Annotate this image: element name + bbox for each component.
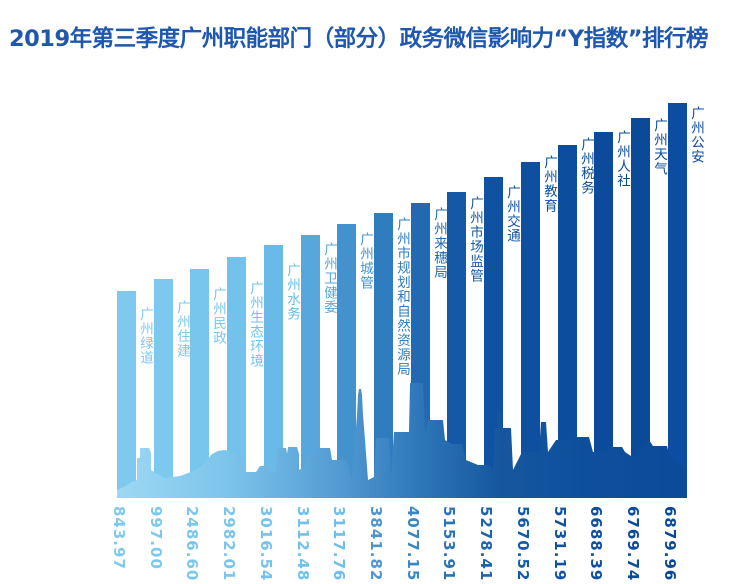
bar <box>594 132 613 498</box>
bar-label: 广州生态环境 <box>247 281 263 368</box>
bar <box>521 162 540 498</box>
bar-label: 广州水务 <box>284 263 300 321</box>
bar <box>154 279 173 498</box>
bar-value: 3016.54 <box>256 506 275 582</box>
bar-label: 广州人社 <box>614 130 630 188</box>
bar <box>337 224 356 498</box>
bar-value: 997.00 <box>146 506 165 570</box>
bar-label: 广州民政 <box>210 287 226 345</box>
bar <box>117 291 136 498</box>
bar-value: 6688.39 <box>586 506 605 582</box>
bar-value: 843.97 <box>109 506 128 570</box>
bar <box>190 269 209 498</box>
bar-label: 广州税务 <box>578 137 594 195</box>
bar <box>558 145 577 498</box>
bar-value: 4077.15 <box>403 506 422 582</box>
bar <box>227 257 246 498</box>
city-skyline-silhouette <box>117 383 687 498</box>
bar-label: 广州住建 <box>174 300 190 358</box>
skyline-path <box>117 383 687 498</box>
bar-value: 5731.19 <box>550 506 569 582</box>
bar-label: 广州交通 <box>504 185 520 243</box>
bar-value: 5278.41 <box>476 506 495 582</box>
bar-label: 广州来穗局 <box>431 207 447 280</box>
bar-label: 广州城管 <box>357 232 373 290</box>
bar <box>668 103 687 498</box>
bar <box>301 235 320 498</box>
bar <box>264 245 283 498</box>
page-title: 2019年第三季度广州职能部门（部分）政务微信影响力“Y指数”排行榜 <box>9 26 709 52</box>
bar-label: 广州天气 <box>651 118 667 176</box>
bar-value: 3841.82 <box>366 506 385 582</box>
bar-label: 广州市规划和自然资源局 <box>394 217 410 377</box>
bar-label: 广州公安 <box>688 106 704 164</box>
bar <box>631 118 650 498</box>
bar <box>447 192 466 498</box>
bar-label: 广州市场监管 <box>467 196 483 283</box>
bar-value: 2982.01 <box>219 506 238 582</box>
bar-value: 6769.74 <box>623 506 642 582</box>
bar-label: 广州教育 <box>541 155 557 213</box>
bar-value: 3112.48 <box>293 506 312 582</box>
bar-value: 2486.60 <box>182 506 201 582</box>
bar-label: 广州卫健委 <box>321 242 337 315</box>
bar <box>374 213 393 498</box>
bar-value: 5153.91 <box>439 506 458 582</box>
bar-label: 广州绿道 <box>137 307 153 365</box>
bar-value: 3117.76 <box>329 506 348 582</box>
bar-value: 5670.52 <box>513 506 532 582</box>
bar-value: 6879.96 <box>660 506 679 582</box>
